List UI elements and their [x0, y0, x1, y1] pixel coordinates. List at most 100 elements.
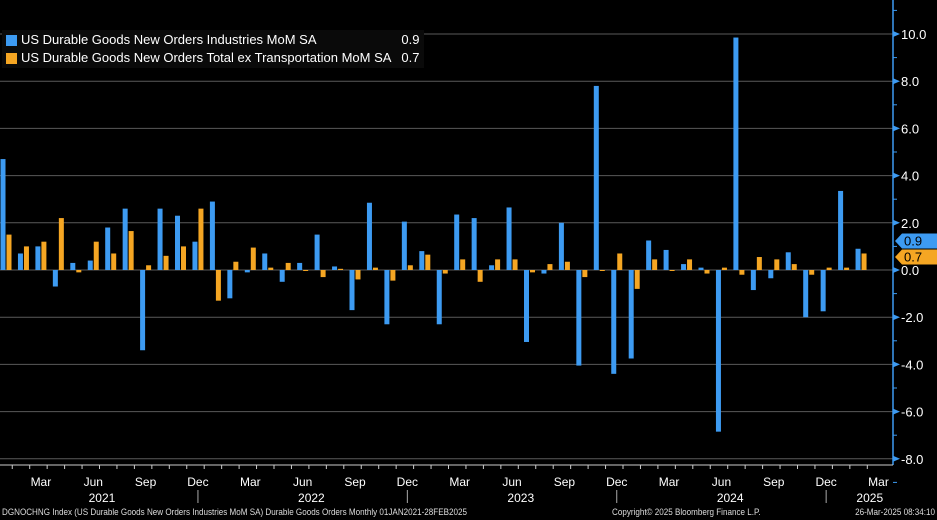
- bar-industries: [192, 241, 198, 270]
- bar-ex-transportation: [111, 253, 117, 270]
- bar-ex-transportation: [599, 270, 605, 271]
- y-tick-label: 6.0: [901, 121, 919, 136]
- bar-ex-transportation: [181, 246, 186, 270]
- bar-industries: [384, 270, 390, 325]
- x-month-label: Mar: [659, 475, 680, 489]
- bar-chart: 10.08.06.04.02.00.0-2.0-4.0-6.0-8.00.90.…: [0, 0, 937, 505]
- x-month-label: Dec: [815, 475, 836, 489]
- last-value-label: 0.7: [904, 250, 922, 265]
- bar-industries: [17, 253, 23, 270]
- x-year-label: 2023: [507, 491, 534, 505]
- bar-ex-transportation: [791, 264, 797, 270]
- y-tick-marker: [893, 31, 900, 37]
- last-value-tag-industries: [895, 233, 937, 249]
- bar-industries: [401, 221, 407, 270]
- bar-industries: [541, 270, 547, 274]
- legend-value: 0.7: [401, 50, 420, 65]
- bar-industries: [750, 270, 756, 291]
- legend-swatch-blue: [6, 34, 17, 46]
- footer-description: DGNOCHNG Index (US Durable Goods New Ord…: [2, 507, 467, 518]
- footer-copyright: Copyright© 2025 Bloomberg Finance L.P.: [612, 507, 761, 518]
- bar-industries: [175, 215, 180, 270]
- bar-industries: [506, 207, 512, 270]
- bar-ex-transportation: [704, 270, 710, 274]
- bar-ex-transportation: [355, 270, 361, 280]
- x-month-label: Mar: [449, 475, 470, 489]
- bar-industries: [663, 249, 669, 270]
- bar-ex-transportation: [652, 259, 658, 270]
- x-month-label: Dec: [397, 475, 418, 489]
- legend: US Durable Goods New Orders Industries M…: [2, 30, 424, 68]
- bar-ex-transportation: [93, 241, 99, 270]
- legend-label: US Durable Goods New Orders Industries M…: [21, 32, 317, 47]
- bar-ex-transportation: [285, 262, 291, 270]
- x-month-label: Jun: [502, 475, 521, 489]
- bar-ex-transportation: [634, 270, 640, 289]
- bar-ex-transportation: [23, 246, 29, 270]
- bar-ex-transportation: [198, 208, 204, 270]
- bar-ex-transportation: [233, 261, 239, 270]
- bar-industries: [227, 270, 233, 299]
- bar-industries: [489, 265, 495, 270]
- bar-industries: [471, 218, 477, 270]
- x-month-label: Mar: [31, 475, 52, 489]
- y-tick-marker: [893, 267, 900, 273]
- legend-item-industries: US Durable Goods New Orders Industries M…: [6, 31, 420, 49]
- bar-industries: [524, 270, 529, 342]
- bar-industries: [646, 240, 652, 270]
- x-month-label: Sep: [344, 475, 366, 489]
- bar-ex-transportation: [268, 267, 274, 270]
- bar-industries: [70, 262, 76, 270]
- bar-ex-transportation: [687, 259, 693, 270]
- y-tick-label: 10.0: [901, 27, 926, 42]
- bar-industries: [140, 270, 146, 351]
- bar-industries: [733, 37, 739, 270]
- bar-ex-transportation: [425, 254, 431, 270]
- bar-ex-transportation: [320, 270, 326, 278]
- bar-ex-transportation: [58, 218, 64, 270]
- bar-ex-transportation: [303, 270, 309, 271]
- bar-ex-transportation: [495, 259, 501, 270]
- bar-industries: [314, 234, 320, 270]
- bar-industries: [558, 222, 564, 270]
- bar-ex-transportation: [442, 270, 448, 274]
- bar-ex-transportation: [390, 270, 396, 281]
- footer-timestamp: 26-Mar-2025 08:34:10: [855, 507, 935, 518]
- legend-swatch-orange: [6, 52, 17, 64]
- bar-ex-transportation: [530, 270, 535, 273]
- bar-industries: [105, 227, 111, 270]
- bar-industries: [87, 260, 93, 270]
- bar-industries: [366, 202, 372, 270]
- bar-industries: [349, 270, 355, 311]
- bar-ex-transportation: [564, 261, 570, 270]
- bar-ex-transportation: [338, 268, 344, 270]
- y-tick-marker: [893, 361, 900, 368]
- y-tick-marker: [893, 219, 900, 226]
- bar-ex-transportation: [215, 270, 221, 301]
- bar-industries: [628, 270, 634, 359]
- legend-label: US Durable Goods New Orders Total ex Tra…: [21, 50, 392, 65]
- y-tick-label: -6.0: [901, 405, 923, 420]
- x-month-label: Jun: [293, 475, 312, 489]
- x-month-label: Sep: [135, 475, 157, 489]
- bar-ex-transportation: [477, 270, 483, 282]
- bar-industries: [244, 270, 250, 273]
- bar-industries: [803, 270, 809, 318]
- bar-ex-transportation: [617, 253, 623, 270]
- bar-ex-transportation: [41, 241, 47, 270]
- legend-value: 0.9: [401, 32, 420, 47]
- last-value-tag-ex-transportation: [895, 249, 937, 265]
- y-tick-marker: [893, 78, 900, 85]
- x-month-label: Dec: [606, 475, 627, 489]
- bar-ex-transportation: [512, 259, 518, 270]
- x-month-label: Dec: [187, 475, 208, 489]
- bar-industries: [436, 270, 442, 325]
- legend-item-ex-transportation: US Durable Goods New Orders Total ex Tra…: [6, 49, 420, 67]
- bar-ex-transportation: [774, 259, 780, 270]
- x-year-label: 2021: [89, 491, 116, 505]
- bar-industries: [576, 270, 582, 366]
- x-year-label: 2022: [298, 491, 325, 505]
- bar-ex-transportation: [163, 255, 169, 270]
- bar-ex-transportation: [582, 270, 588, 278]
- bar-ex-transportation: [826, 267, 832, 270]
